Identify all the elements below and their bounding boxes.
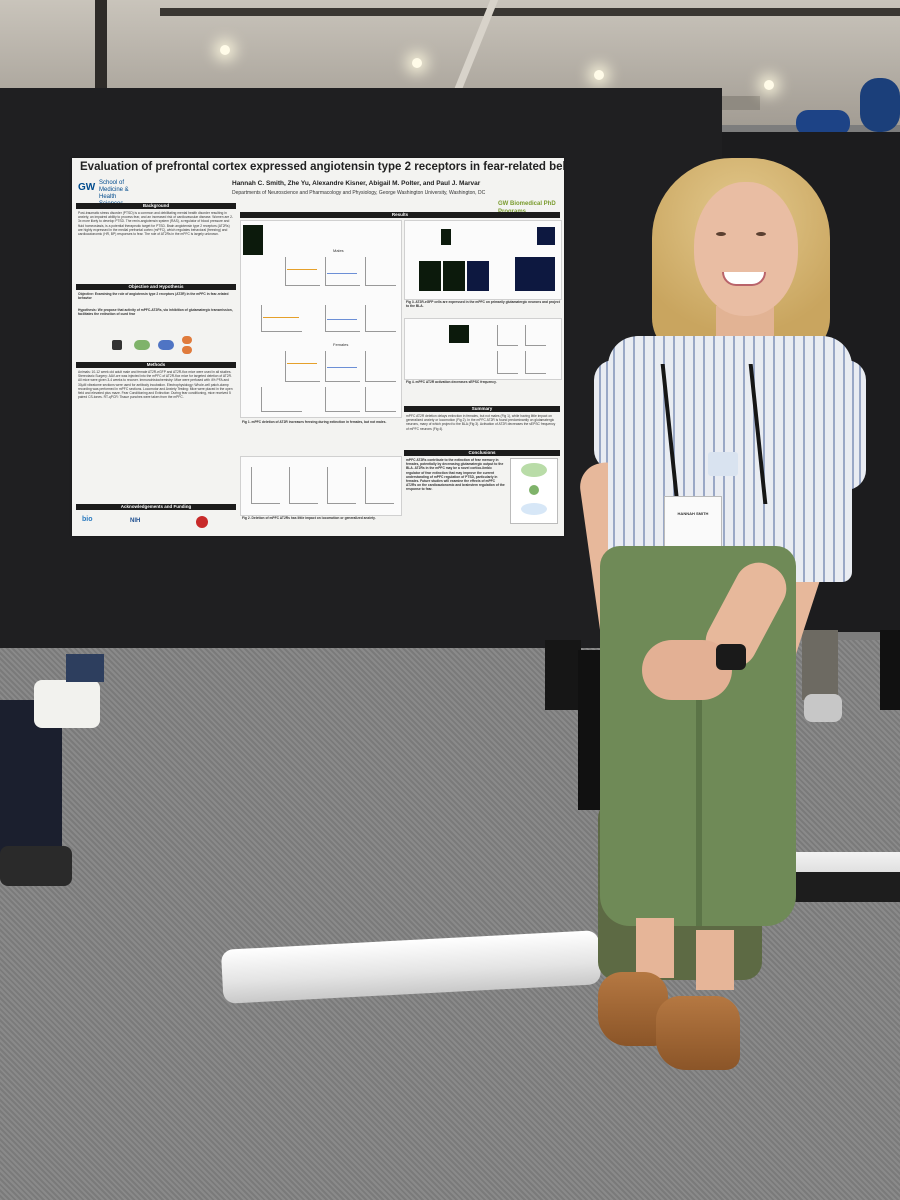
fig1-title-males: Males — [333, 248, 344, 253]
section-header-results: Results — [240, 212, 560, 218]
section-header-background: Background — [76, 203, 236, 209]
blue-duct — [796, 110, 850, 136]
hypothesis-diagram — [112, 336, 202, 354]
fig2-caption: Fig 2. Deletion of mPFC AT2Rs has little… — [242, 516, 376, 520]
badge-clip — [708, 452, 738, 476]
background-person-legs — [545, 640, 581, 710]
fig3-microscopy — [419, 261, 441, 291]
background-shoe — [34, 680, 100, 728]
ceiling-light — [220, 45, 230, 55]
background-person-legs — [802, 630, 838, 700]
ceiling-light — [764, 80, 774, 90]
blue-duct — [860, 78, 900, 132]
background-person-legs — [66, 654, 104, 682]
figure-1: Males Females — [240, 220, 402, 418]
poster-authors: Hannah C. Smith, Zhe Yu, Alexandre Kisne… — [232, 180, 481, 187]
section-header-methods: Methods — [76, 362, 236, 368]
section-header-objective: Objective and Hypothesis — [76, 284, 236, 290]
name-badge: HANNAH SMITH — [664, 496, 722, 554]
background-shoe — [0, 846, 72, 886]
badge-name: HANNAH SMITH — [677, 511, 709, 516]
ceiling-light — [412, 58, 422, 68]
fig1-microscopy — [243, 225, 263, 255]
lanyard — [660, 364, 768, 504]
fig1-caption: Fig 1. mPFC deletion of AT2R increases f… — [242, 420, 387, 424]
background-shoe — [804, 694, 842, 722]
fig1-title-females: Females — [333, 342, 349, 347]
nih-logo: NIH — [130, 518, 141, 524]
fig3-microscopy — [441, 229, 451, 245]
conclusions-text: mPFC AT2Rs contribute to the extinction … — [406, 458, 505, 492]
person-face — [694, 182, 798, 316]
figure-2 — [240, 456, 402, 516]
fig3-caption: Fig 3. AT2R-eGFP cells are expressed in … — [406, 300, 560, 309]
research-poster: Evaluation of prefrontal cortex expresse… — [72, 158, 564, 536]
figure-4 — [404, 318, 562, 380]
person-ankle — [636, 918, 674, 978]
objective-text: Objective: Examining the role of angiote… — [78, 292, 229, 301]
fig3-microscopy — [443, 261, 465, 291]
fig3-microscopy — [515, 257, 555, 291]
poster-title: Evaluation of prefrontal cortex expresse… — [80, 161, 564, 173]
methods-text: Animals: 10-12 week old adult male and f… — [78, 370, 233, 400]
funding-logos: bio NIH — [78, 514, 234, 532]
section-header-summary: Summary — [404, 406, 560, 412]
background-person-legs — [880, 630, 900, 710]
heart-association-logo — [196, 516, 208, 528]
person-eye — [716, 232, 726, 236]
pants-seam — [696, 690, 702, 926]
fig4-microscopy — [449, 325, 469, 343]
fig4-caption: Fig 4. mPFC AT2R activation decreases sE… — [406, 380, 497, 384]
bio-logo: bio — [82, 516, 93, 523]
black-tube — [792, 872, 900, 902]
summary-text: mPFC AT2R deletion delays extinction in … — [406, 414, 556, 431]
smartwatch — [716, 644, 746, 670]
ceiling-light — [594, 70, 604, 80]
person-ankle — [696, 930, 734, 990]
figure-3 — [404, 220, 562, 300]
fig3-microscopy — [537, 227, 555, 245]
background-text: Post-traumatic stress disorder (PTSD) is… — [78, 211, 234, 237]
conclusions-diagram — [510, 458, 558, 524]
section-header-acknowledgements: Acknowledgements and Funding — [76, 504, 236, 510]
gw-logo: GW — [78, 182, 96, 193]
section-header-conclusions: Conclusions — [404, 450, 560, 456]
fig3-microscopy — [467, 261, 489, 291]
ceiling-beam — [160, 8, 900, 16]
ceiling-beam — [95, 0, 107, 96]
poster-department: Departments of Neuroscience and Pharmaco… — [232, 190, 486, 196]
brown-bootie-right — [656, 996, 740, 1070]
person-eye — [756, 232, 766, 236]
hypothesis-text: Hypothesis: We propose that activity of … — [78, 308, 233, 317]
